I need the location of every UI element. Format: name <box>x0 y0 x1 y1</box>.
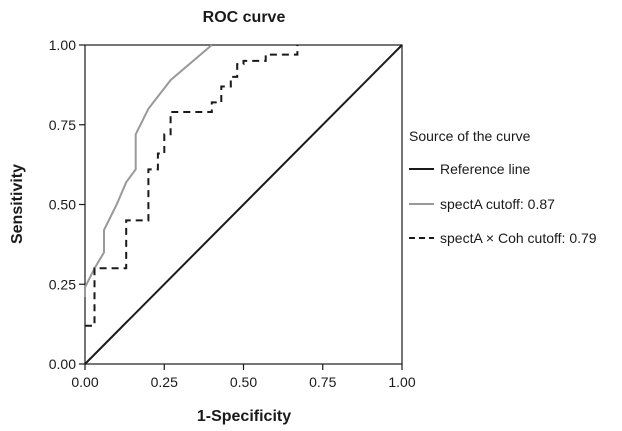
y-axis-title: Sensitivity <box>9 164 26 244</box>
y-tick-label: 0.25 <box>49 276 76 292</box>
legend-title: Source of the curve <box>409 128 531 144</box>
series-line-spectA-coh-curve <box>85 45 299 327</box>
x-tick-label: 0.50 <box>230 374 257 390</box>
legend-label: spectA cutoff: 0.87 <box>440 196 555 212</box>
y-tick-label: 0.50 <box>49 197 76 213</box>
x-tick-label: 0.00 <box>71 374 98 390</box>
x-tick-label: 0.75 <box>309 374 336 390</box>
chart-title: ROC curve <box>203 9 286 26</box>
x-axis-title: 1-Specificity <box>197 408 291 425</box>
plot-area <box>84 44 403 365</box>
y-tick-label: 0.75 <box>49 117 76 133</box>
x-tick-label: 0.25 <box>151 374 178 390</box>
series-line-spectA-curve <box>84 44 213 297</box>
x-tick-label: 1.00 <box>388 374 415 390</box>
y-tick-label: 0.00 <box>49 356 76 372</box>
series-line-reference-line <box>84 44 403 365</box>
legend-label: spectA × Coh cutoff: 0.79 <box>440 230 597 246</box>
y-tick-label: 1.00 <box>49 37 76 53</box>
legend-label: Reference line <box>440 161 530 177</box>
legend: Source of the curve Reference line spectA… <box>409 128 597 246</box>
axis-ticks: 0.00 0.25 0.50 0.75 1.00 0.00 0.25 0.50 0.75 1.00 <box>49 37 416 390</box>
